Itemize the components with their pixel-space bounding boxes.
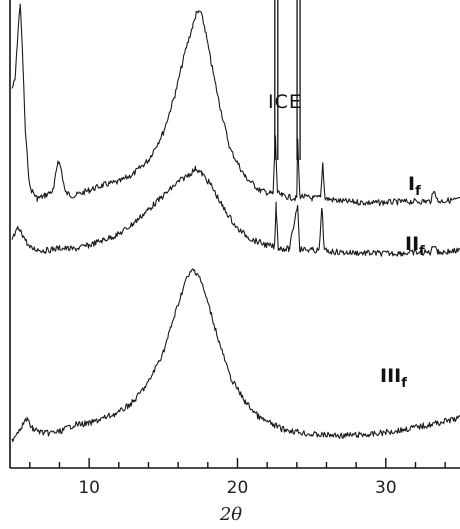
annotation-If: If <box>408 173 421 199</box>
annotation-ice: ICE <box>268 91 302 113</box>
x-axis <box>9 0 460 469</box>
trace-IIf <box>11 165 460 257</box>
trace-IIIf <box>11 268 460 443</box>
x-tick-label-20: 20 <box>227 478 249 498</box>
x-tick-label-10: 10 <box>78 478 100 498</box>
annotations: ICE If IIf IIIf <box>268 91 425 391</box>
diffraction-traces <box>11 0 460 443</box>
annotation-IIIf: IIIf <box>380 365 407 391</box>
x-axis-label: 2θ <box>219 504 242 525</box>
x-ticks: 10 20 30 <box>29 458 446 498</box>
trace-If <box>11 3 460 207</box>
annotation-IIf: IIf <box>405 233 425 259</box>
x-tick-label-30: 30 <box>375 478 397 498</box>
